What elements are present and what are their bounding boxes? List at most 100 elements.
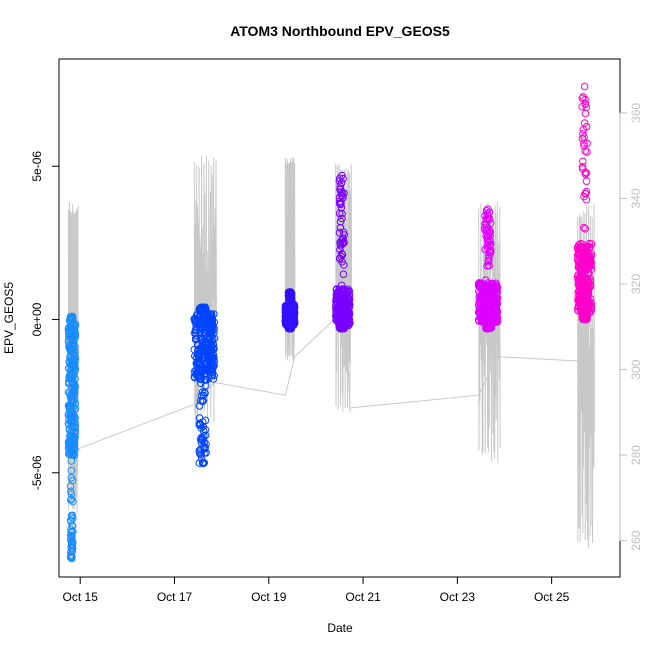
scatter-point bbox=[345, 316, 353, 325]
scatter-point bbox=[68, 511, 77, 520]
scatter-point bbox=[335, 298, 343, 307]
scatter-point bbox=[339, 174, 347, 183]
y2-tick-label: 320 bbox=[629, 274, 643, 294]
scatter-point bbox=[199, 303, 207, 312]
x-axis: Oct 15 Oct 17 Oct 19 Oct 21 Oct 23 Oct 25 bbox=[63, 576, 570, 604]
scatter-point bbox=[192, 322, 201, 331]
scatter-point bbox=[579, 93, 588, 101]
scatter-point bbox=[586, 258, 595, 267]
scatter-point bbox=[202, 440, 210, 448]
scatter-point bbox=[488, 293, 497, 301]
scatter-point bbox=[70, 387, 78, 395]
scatter-point bbox=[482, 215, 490, 223]
scatter-point bbox=[584, 254, 593, 263]
scatter-point bbox=[69, 514, 77, 523]
scatter-point bbox=[208, 355, 217, 363]
scatter-point bbox=[286, 288, 294, 296]
scatter-point bbox=[487, 324, 496, 332]
x-axis-label: Date bbox=[327, 621, 353, 635]
scatter-point bbox=[69, 370, 77, 379]
scatter-point bbox=[67, 474, 76, 482]
scatter-point bbox=[483, 301, 492, 309]
scatter-point bbox=[493, 288, 501, 297]
x-tick-label: Oct 19 bbox=[251, 590, 287, 604]
scatter-point bbox=[578, 165, 587, 173]
scatter-point bbox=[71, 334, 79, 342]
scatter-point bbox=[286, 293, 295, 301]
scatter-point bbox=[576, 249, 584, 258]
scatter-point bbox=[67, 525, 75, 534]
scatter-point bbox=[492, 279, 500, 288]
point-cluster bbox=[190, 303, 219, 468]
scatter-point bbox=[195, 402, 204, 410]
x-tick-label: Oct 25 bbox=[534, 590, 570, 604]
scatter-point bbox=[286, 312, 295, 321]
scatter-point bbox=[492, 284, 501, 292]
scatter-point bbox=[67, 312, 76, 321]
scatter-point bbox=[484, 256, 493, 265]
scatter-point bbox=[484, 312, 493, 321]
scatter-point bbox=[65, 327, 73, 336]
x-tick-label: Oct 15 bbox=[63, 590, 99, 604]
scatter-point bbox=[335, 254, 344, 263]
scatter-point bbox=[199, 459, 207, 468]
scatter-point bbox=[475, 293, 484, 301]
scatter-point bbox=[197, 305, 205, 314]
scatter-point bbox=[199, 305, 207, 314]
scatter-point bbox=[197, 439, 206, 447]
scatter-point bbox=[486, 232, 495, 240]
y2-tick-label: 340 bbox=[629, 188, 643, 208]
scatter-point bbox=[478, 304, 486, 313]
scatter-point bbox=[286, 324, 294, 333]
scatter-point bbox=[338, 324, 346, 333]
point-cluster bbox=[64, 312, 80, 563]
scatter-point bbox=[575, 282, 584, 291]
scatter-point bbox=[337, 179, 346, 187]
scatter-point bbox=[335, 229, 344, 237]
scatter-point bbox=[203, 360, 212, 368]
scatter-point bbox=[201, 320, 209, 328]
scatter-point bbox=[339, 323, 348, 331]
scatter-point bbox=[580, 139, 588, 147]
x-tick-label: Oct 23 bbox=[440, 590, 476, 604]
scatter-point bbox=[67, 427, 76, 435]
scatter-point bbox=[340, 231, 348, 239]
scatter-point bbox=[202, 329, 210, 338]
scatter-point bbox=[582, 177, 591, 185]
point-cluster bbox=[474, 205, 502, 333]
scatter-point bbox=[581, 100, 590, 108]
scatter-point bbox=[482, 206, 491, 215]
scatter-point bbox=[71, 421, 79, 430]
scatter-point bbox=[68, 313, 77, 322]
scatter-point bbox=[200, 388, 209, 397]
scatter-point bbox=[338, 214, 346, 223]
scatter-point bbox=[66, 331, 74, 340]
scatter-point bbox=[192, 335, 201, 344]
scatter-point bbox=[198, 354, 206, 362]
scatter-point bbox=[196, 396, 205, 405]
scatter-point bbox=[67, 466, 76, 475]
secondary-burst bbox=[335, 163, 353, 412]
scatter-point bbox=[69, 362, 78, 370]
scatter-point bbox=[582, 169, 591, 177]
y-tick-label: -5e-06 bbox=[30, 455, 44, 490]
scatter-point bbox=[199, 366, 208, 374]
scatter-point bbox=[345, 291, 354, 300]
scatter-point bbox=[68, 533, 76, 541]
scatter-point bbox=[69, 398, 77, 406]
scatter-point bbox=[578, 134, 587, 143]
scatter-point bbox=[482, 276, 490, 285]
scatter-point bbox=[197, 424, 205, 432]
scatter-point bbox=[200, 334, 209, 343]
scatter-point bbox=[208, 352, 216, 360]
scatter-point bbox=[336, 182, 345, 190]
scatter-point bbox=[486, 219, 495, 228]
scatter-point bbox=[336, 224, 345, 232]
scatter-point bbox=[488, 307, 497, 315]
scatter-point bbox=[335, 209, 344, 218]
scatter-point bbox=[575, 279, 584, 287]
scatter-point bbox=[575, 244, 584, 252]
scatter-point bbox=[200, 449, 209, 457]
scatter-point bbox=[64, 410, 73, 419]
scatter-point bbox=[345, 300, 354, 308]
